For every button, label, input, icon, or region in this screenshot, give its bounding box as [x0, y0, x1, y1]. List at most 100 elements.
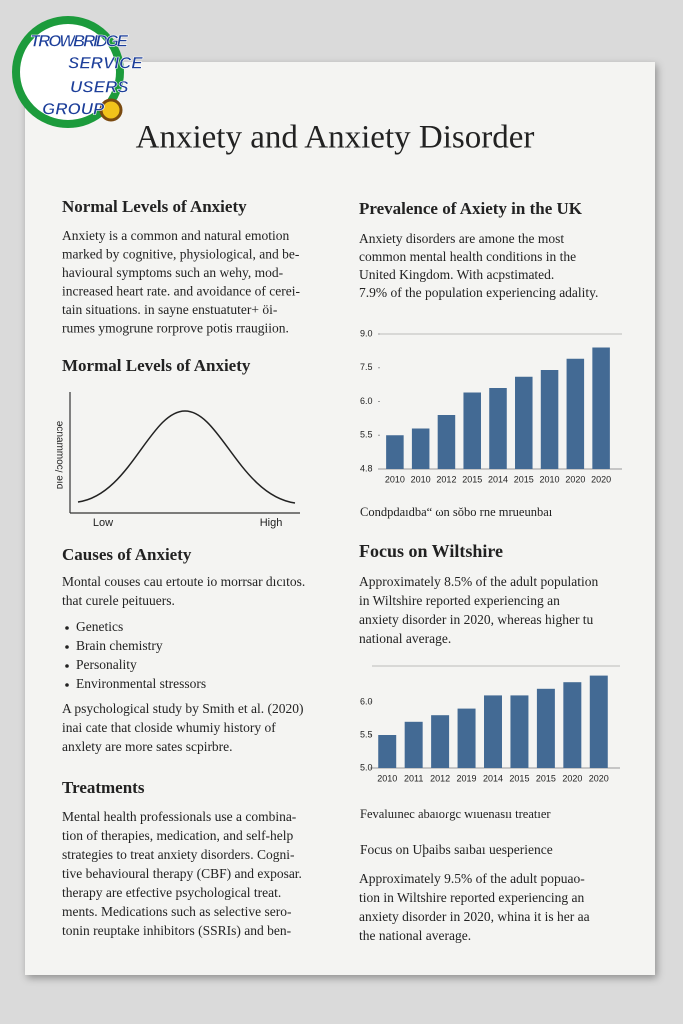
text-line: anxiety disorder in 2020, whereas higher…: [359, 612, 594, 627]
curve: [77, 410, 296, 504]
logo-ring: [12, 16, 124, 128]
text-line: national average.: [359, 631, 451, 646]
text-line: in Wiltshire reported experiencing an: [359, 593, 560, 608]
bar: [463, 392, 481, 469]
x-label: High: [260, 517, 283, 529]
logo-text: SERVICE: [68, 53, 143, 72]
text-line: ments. Medications such as selective ser…: [62, 904, 292, 919]
heading: Causes of Anxiety: [62, 545, 192, 564]
text-line: tion of therapies, medication, and self-…: [62, 828, 294, 843]
y-tick-label: 6.0: [360, 396, 373, 406]
bar: [411, 428, 430, 469]
title: Anxiety and Anxiety Disorder: [136, 120, 535, 156]
x-tick-label: 2014: [483, 773, 503, 783]
chart-caption: Condpdaıdba“ ωn sǒbo rne mrueunbaı: [360, 505, 553, 519]
bar: [386, 435, 404, 469]
text-line: anxiety disorder in 2020, whina it is he…: [359, 909, 590, 924]
x-tick-label: 2015: [514, 474, 534, 484]
text-line: Approximately 8.5% of the adult populati…: [359, 574, 598, 589]
text-line: tonin reuptake inhibitors (SSRIs) and be…: [62, 923, 292, 938]
x-tick-label: 2011: [404, 773, 423, 783]
text-line: common mental health conditions in the: [359, 249, 576, 264]
text-line: United Kingdom. With acpstimated.: [359, 267, 554, 282]
logo-text: USERS: [70, 77, 129, 96]
bar: [566, 358, 585, 469]
bullet-text: Environmental stressors: [76, 676, 206, 691]
x-tick-label: 2012: [430, 773, 450, 783]
text-line: inai cate that closide whumiy history of: [62, 720, 276, 735]
bar: [437, 415, 456, 469]
bar: [563, 682, 582, 768]
heading: Mormal Levels of Anxiety: [62, 356, 251, 375]
bullet: [65, 626, 69, 630]
text-line: 7.9% of the population experiencing adal…: [359, 285, 598, 300]
bar: [484, 695, 502, 768]
text-line: tive behavioural therapy (CBF) and expos…: [62, 866, 302, 881]
text-line: tain situations. in sayne enstuatuter+ ö…: [62, 302, 278, 317]
text-line: marked by cognitive, physiological, and …: [62, 247, 300, 262]
x-tick-label: 2020: [562, 773, 582, 783]
y-tick-label: 6.0: [360, 696, 373, 706]
bar: [489, 388, 507, 469]
text-line: that curele peituuers.: [62, 593, 175, 608]
y-tick-label: 5.5: [360, 430, 373, 440]
text-line: Montal couses cau ertoute io morrsar dıc…: [62, 574, 305, 589]
y-label: ᴅıe /ɔoɯɯɐuɔe: [55, 420, 66, 489]
x-tick-label: 2010: [540, 474, 560, 484]
heading: Prevalence of Axiety in the UK: [359, 199, 583, 218]
text-line: the national average.: [359, 928, 471, 943]
logo-text: GROUP: [42, 99, 105, 118]
x-tick-label: 2014: [488, 474, 508, 484]
x-label: Low: [93, 517, 113, 529]
text-line: tion in Wiltshire reported experiencing …: [359, 890, 585, 905]
x-tick-label: 2015: [536, 773, 556, 783]
bullet: [65, 664, 69, 668]
bar: [404, 721, 423, 768]
text-line: increased heart rate. and avoidance of c…: [62, 284, 300, 299]
bullet: [65, 645, 69, 649]
bar: [457, 708, 476, 768]
x-tick-label: 2010: [411, 474, 431, 484]
bullet: [65, 683, 69, 687]
chart-caption: Fevaluınec abaıoɾgc wıuenasıı treatıer: [360, 807, 551, 821]
text-line: A psychological study by Smith et al. (2…: [62, 701, 303, 716]
x-tick-label: 2010: [377, 773, 397, 783]
heading: Treatments: [62, 778, 145, 797]
text-line: Anxiety is a common and natural emotion: [62, 228, 289, 243]
y-tick-label: 5.0: [360, 762, 373, 772]
x-tick-label: 2015: [462, 474, 482, 484]
bar: [589, 675, 608, 768]
bar: [515, 376, 533, 469]
bell-curve: ᴅıe /ɔoɯɯɐuɔe Low High: [55, 392, 300, 529]
logo: TROWBRIDGE SERVICE USERS GROUP: [12, 16, 144, 128]
text-line: Mental health professionals use a combin…: [62, 809, 297, 824]
text-line: strategies to treat anxiety disorders. C…: [62, 847, 295, 862]
logo-text: TROWBRIDGE: [30, 31, 129, 50]
x-tick-label: 2019: [457, 773, 477, 783]
heading: Focus on Wiltshire: [359, 541, 503, 561]
x-tick-label: 2015: [509, 773, 529, 783]
x-tick-label: 2012: [436, 474, 456, 484]
bullet-text: Personality: [76, 657, 137, 672]
text-line: Approximately 9.5% of the adult popuao-: [359, 871, 585, 886]
bar: [510, 695, 529, 768]
x-tick-label: 2020: [589, 773, 609, 783]
bar: [540, 370, 559, 469]
heading: Focus on Uþaibs saıbaı uesperience: [360, 842, 553, 857]
paper: [25, 62, 655, 975]
logo-flower: [99, 98, 123, 122]
bar: [431, 715, 450, 768]
bar: [378, 735, 397, 768]
text-line: rumes ymogrune rorprove potis rraugiion.: [62, 321, 289, 336]
y-tick-label: 5.5: [360, 729, 373, 739]
heading: Normal Levels of Anxiety: [62, 197, 247, 216]
text-line: anxlety are more sates scpirbre.: [62, 739, 233, 754]
bar: [536, 688, 555, 768]
x-tick-label: 2020: [591, 474, 611, 484]
x-tick-label: 2020: [565, 474, 585, 484]
text-line: therapy are etfective psychological trea…: [62, 885, 281, 900]
x-tick-label: 2010: [385, 474, 405, 484]
y-tick-label: 4.8: [360, 463, 373, 473]
text-line: havioural symptoms such an wehy, mod-: [62, 265, 284, 280]
